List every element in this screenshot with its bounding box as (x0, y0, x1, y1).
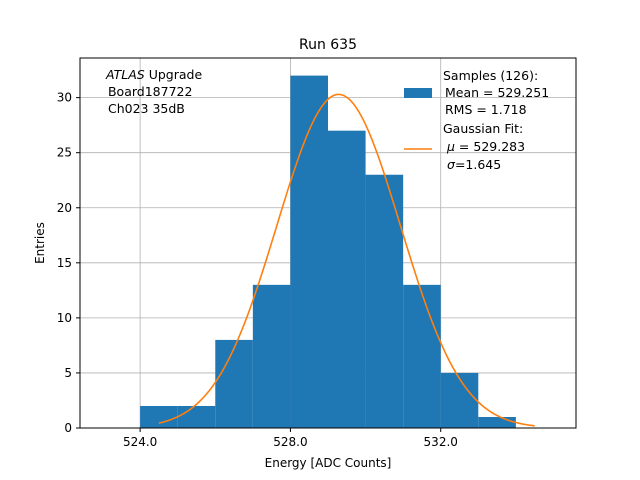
y-axis-label: Entries (33, 222, 47, 264)
legend-samples-title: Samples (126): (443, 68, 538, 83)
legend-samples-mean: Mean = 529.251 (441, 85, 549, 100)
annotation-channel: Ch023 35dB (104, 101, 185, 116)
y-tick-label: 5 (64, 366, 72, 380)
legend-fit-mu: μ = 529.283 (446, 139, 525, 154)
x-axis-label: Energy [ADC Counts] (265, 456, 392, 470)
histogram-bar (440, 372, 479, 428)
legend-fit-title: Gaussian Fit: (443, 121, 523, 136)
chart-title: Run 635 (299, 37, 357, 53)
histogram-bar (140, 405, 178, 428)
upgrade-label: Upgrade (145, 67, 203, 82)
plot-frame (79, 57, 577, 429)
y-tick-label: 0 (64, 421, 72, 435)
y-tick-label: 10 (57, 311, 72, 325)
x-tick-label: 528.0 (273, 435, 307, 449)
atlas-annotation: ATLAS Upgrade Board187722 Ch023 35dB (104, 67, 202, 116)
annotation-line-1: ATLAS Upgrade (105, 67, 202, 82)
histogram-bar (478, 416, 516, 428)
y-tick-label: 20 (57, 201, 72, 215)
legend-samples-swatch (404, 88, 432, 98)
x-tick-label: 532.0 (424, 435, 458, 449)
legend: Samples (126): Mean = 529.251 RMS = 1.71… (404, 68, 549, 172)
histogram-bars (140, 75, 516, 428)
mu-symbol: μ (446, 139, 455, 154)
atlas-label: ATLAS (105, 67, 145, 82)
histogram-bar (215, 339, 253, 428)
x-tick-label: 524.0 (123, 435, 157, 449)
y-tick-label: 30 (57, 91, 72, 105)
histogram-bar (403, 284, 441, 428)
legend-fit-sigma: σ=1.645 (447, 157, 501, 172)
histogram-bar (328, 130, 366, 428)
histogram-bar (365, 174, 404, 428)
mu-value: = 529.283 (455, 139, 525, 154)
annotation-board: Board187722 (104, 84, 192, 99)
axis-ticks: 524.0 528.0 532.0 0 5 10 15 20 25 30 (57, 91, 458, 449)
sigma-value: =1.645 (455, 157, 501, 172)
y-tick-label: 25 (57, 146, 72, 160)
histogram-bar (177, 405, 216, 428)
sigma-symbol: σ (447, 157, 456, 172)
y-tick-label: 15 (57, 256, 72, 270)
gaussian-fit-curve (158, 93, 535, 427)
histogram-bar (252, 284, 291, 428)
gaussian-fit (158, 93, 535, 427)
histogram-bar (290, 75, 328, 428)
legend-samples-rms: RMS = 1.718 (441, 102, 527, 117)
